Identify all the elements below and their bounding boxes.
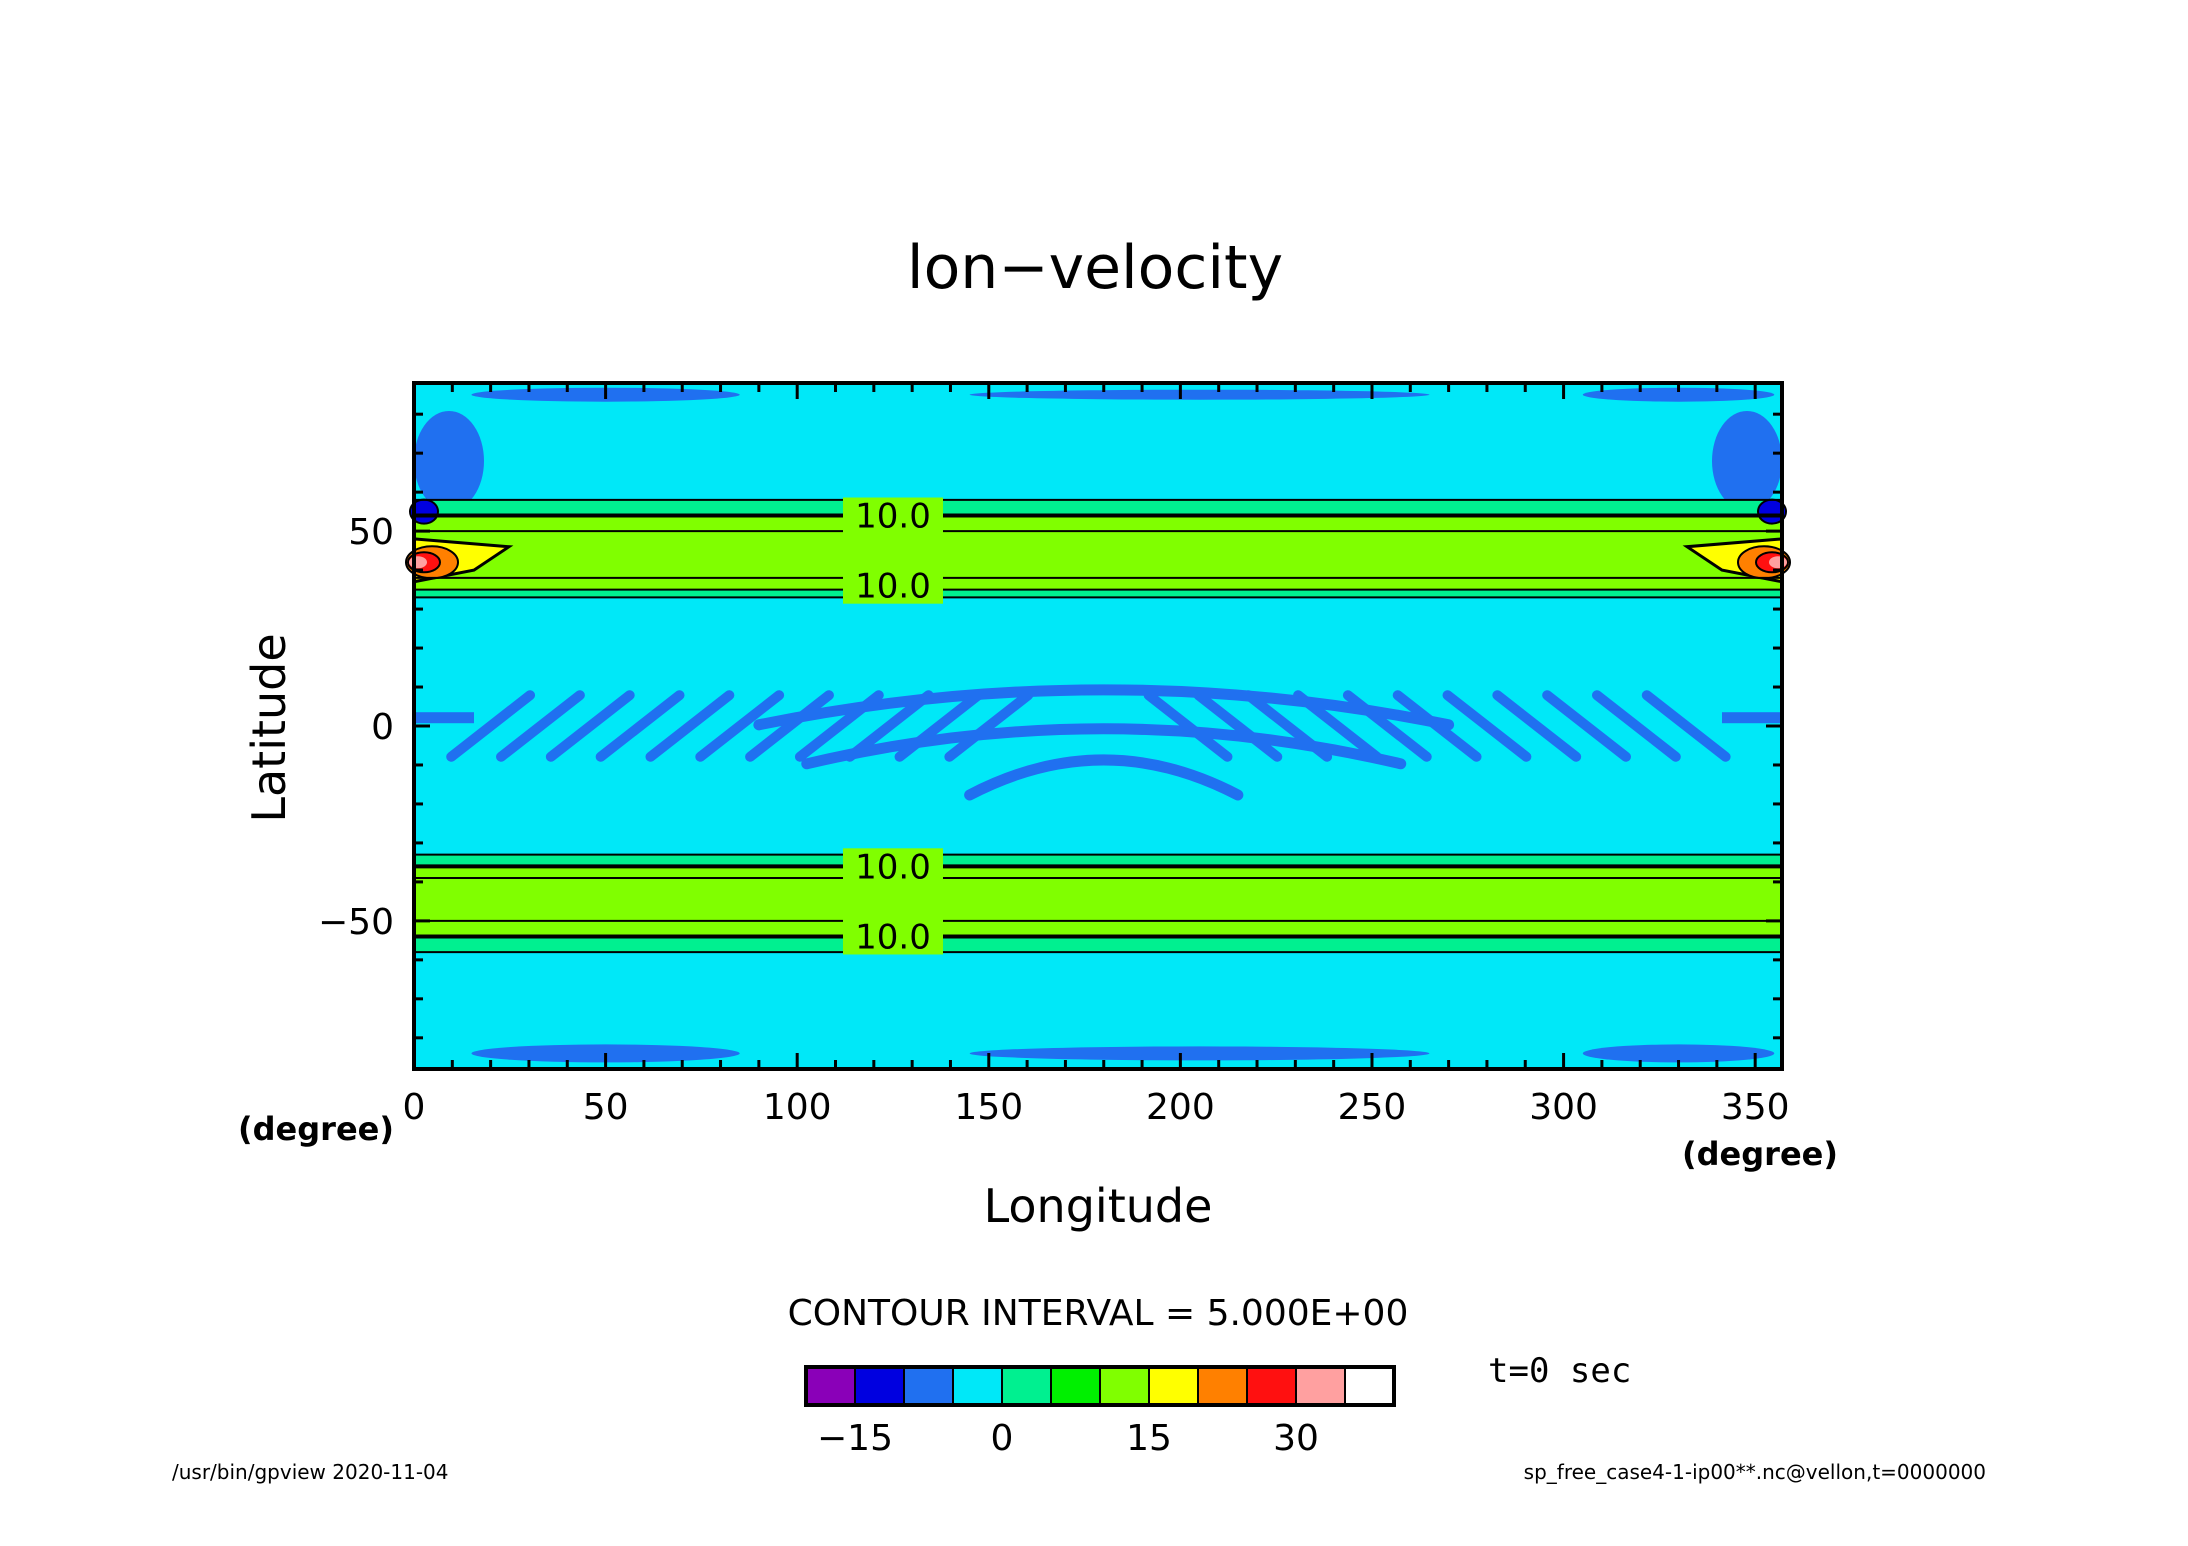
footer-left: /usr/bin/gpview 2020-11-04 bbox=[172, 1460, 449, 1484]
x-tick-label: 0 bbox=[403, 1087, 426, 1128]
negative-patches bbox=[414, 387, 1782, 1063]
colorbar-swatch bbox=[1099, 1366, 1150, 1406]
edge-stripe-left bbox=[414, 712, 474, 724]
equatorial-stripe bbox=[645, 690, 735, 762]
x-axis-label: Longitude bbox=[984, 1179, 1213, 1233]
colorbar-tick-label: 0 bbox=[991, 1418, 1014, 1459]
edge-stripe-right bbox=[1722, 712, 1782, 724]
polar-patch-south bbox=[969, 1046, 1430, 1061]
contour-label: 10.0 bbox=[855, 567, 931, 607]
contour-label-bg bbox=[842, 497, 943, 534]
colorbar-tick-labels: −15 0 15 30 bbox=[817, 1418, 1319, 1459]
polar-patch-north bbox=[1582, 387, 1775, 402]
colorbar-swatch bbox=[1001, 1366, 1052, 1406]
x-tick-label: 300 bbox=[1529, 1087, 1598, 1128]
colorbar-swatch bbox=[1148, 1366, 1199, 1406]
edge-lobe-left bbox=[414, 410, 484, 511]
equatorial-stripe bbox=[1492, 690, 1582, 762]
x-tick-label: 350 bbox=[1721, 1087, 1790, 1128]
central-arc bbox=[801, 723, 1407, 770]
colorbar-swatch bbox=[952, 1366, 1003, 1406]
hot-spot bbox=[1769, 556, 1787, 569]
polar-patch-north bbox=[969, 389, 1430, 400]
colorbar-frame bbox=[804, 1365, 1396, 1407]
equatorial-stripe bbox=[446, 690, 536, 762]
equatorial-stripe bbox=[1442, 690, 1532, 762]
contour-label-bg bbox=[842, 567, 943, 604]
colorbar-tick-label: 30 bbox=[1273, 1418, 1319, 1459]
equatorial-stripe bbox=[745, 690, 834, 762]
equatorial-stripe bbox=[944, 690, 1034, 762]
equatorial-stripe bbox=[595, 690, 685, 762]
x-tick-label: 250 bbox=[1338, 1087, 1407, 1128]
hot-spot bbox=[409, 556, 427, 569]
central-arc bbox=[753, 684, 1455, 731]
contour-label: 10.0 bbox=[855, 917, 931, 957]
plot-area: 10.0 10.0 10.0 10.0 0 50 100 150 200 250 300 350 −… bbox=[318, 381, 1791, 1128]
y-tick-label: −50 bbox=[318, 902, 394, 943]
colorbar-swatch bbox=[1197, 1366, 1248, 1406]
time-label: t=0 sec bbox=[1488, 1351, 1631, 1391]
colorbar-swatch bbox=[854, 1366, 905, 1406]
colorbar-tick-label: 15 bbox=[1126, 1418, 1172, 1459]
jet-band bbox=[414, 878, 1782, 921]
x-tick-label: 50 bbox=[583, 1087, 629, 1128]
colorbar-swatch bbox=[903, 1366, 954, 1406]
x-unit-label: (degree) bbox=[1682, 1135, 1838, 1173]
colorbar-tick-label: −15 bbox=[817, 1418, 893, 1459]
equatorial-stripe bbox=[1591, 690, 1681, 762]
contour-labels: 10.0 10.0 10.0 10.0 bbox=[842, 497, 943, 957]
contour-label-bg bbox=[842, 848, 943, 885]
contour-label: 10.0 bbox=[855, 497, 931, 537]
footer-right: sp_free_case4-1-ip00**.nc@vellon,t=00000… bbox=[1524, 1460, 1986, 1484]
chart-title: lon−velocity bbox=[907, 233, 1283, 303]
x-tick-label: 200 bbox=[1146, 1087, 1215, 1128]
x-tick-label: 100 bbox=[763, 1087, 832, 1128]
equatorial-stripe bbox=[695, 690, 785, 762]
y-axis-ticks: −50 0 50 bbox=[318, 412, 1782, 1040]
colorbar-swatch bbox=[1050, 1366, 1101, 1406]
equatorial-stripe bbox=[496, 690, 585, 762]
colorbar-swatch bbox=[1246, 1366, 1297, 1406]
edge-lobe-right bbox=[1712, 410, 1782, 511]
polar-patch-south bbox=[1582, 1044, 1775, 1063]
x-axis-ticks: 0 50 100 150 200 250 300 350 bbox=[403, 383, 1790, 1128]
x-tick-label: 150 bbox=[954, 1087, 1023, 1128]
contour-interval-label: CONTOUR INTERVAL = 5.000E+00 bbox=[788, 1293, 1409, 1334]
colorbar-swatch bbox=[1295, 1366, 1346, 1406]
contour-lines bbox=[414, 498, 1782, 954]
colorbar bbox=[804, 1365, 1396, 1407]
colorbar-swatch bbox=[805, 1366, 856, 1406]
y-axis-label: Latitude bbox=[242, 633, 296, 822]
y-unit-label: (degree) bbox=[238, 1110, 394, 1148]
equatorial-stripe bbox=[1542, 690, 1631, 762]
y-tick-label: 0 bbox=[371, 707, 394, 748]
y-tick-label: 50 bbox=[348, 512, 394, 553]
central-arc bbox=[964, 754, 1244, 801]
equatorial-stripe bbox=[844, 690, 934, 762]
equatorial-stripe bbox=[545, 690, 635, 762]
jet-band bbox=[414, 531, 1782, 578]
contour-label: 10.0 bbox=[855, 847, 931, 887]
equatorial-stripe bbox=[1143, 690, 1233, 762]
contour-label-bg bbox=[842, 918, 943, 955]
equatorial-stripe bbox=[1641, 690, 1731, 762]
